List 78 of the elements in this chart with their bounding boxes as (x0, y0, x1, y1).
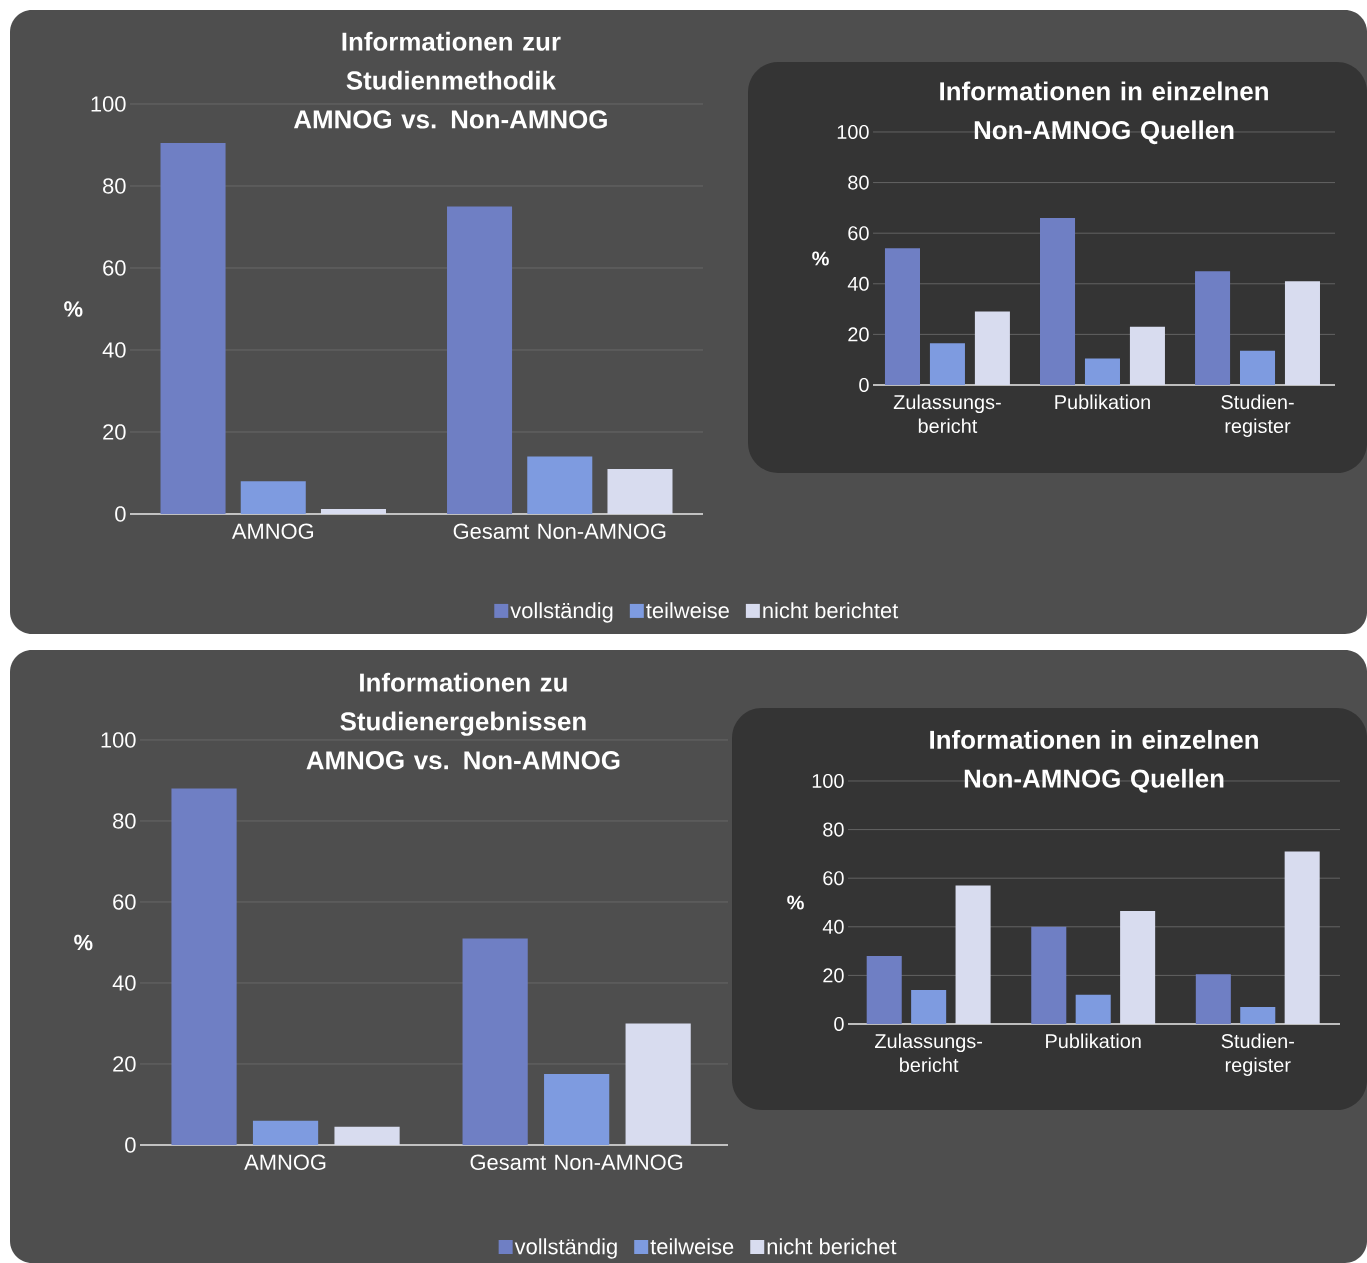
y-tick-label: 20 (113, 1056, 136, 1072)
y-tick-label: 40 (847, 276, 869, 291)
y-tick-label: 40 (112, 975, 136, 991)
bar (240, 481, 306, 514)
chart-title: Informationen zur Studienmethodik AMNOG vs. Non-AMNOG (293, 31, 607, 129)
bar (252, 1120, 319, 1145)
y-axis-title: % (74, 934, 93, 951)
y-tick-label: 100 (837, 124, 869, 140)
chart-title: Informationen in einzelnen Non-AMNOG Quellen (940, 81, 1268, 145)
x-tick-label: Studien-register (1221, 1033, 1294, 1077)
y-tick-label: 0 (115, 506, 126, 522)
chart-title: Informationen zu Studienergebnissen AMNOG vs. Non-AMNOG (306, 672, 620, 770)
bar (1075, 994, 1111, 1024)
bar (955, 885, 991, 1024)
bar (974, 311, 1010, 385)
y-tick-label: 0 (125, 1137, 136, 1153)
bar (1284, 281, 1320, 385)
bar (1040, 218, 1076, 385)
y-tick-label: 100 (101, 732, 136, 748)
bar (160, 142, 226, 514)
bar (866, 955, 902, 1024)
bar (911, 989, 947, 1024)
y-tick-label: 60 (103, 260, 126, 276)
x-tick-label: Publikation (1055, 394, 1150, 410)
bar (884, 248, 920, 385)
bar (544, 1074, 610, 1145)
bar (1120, 911, 1156, 1024)
chart-title: Informationen in einzelnen Non-AMNOG Quellen (930, 729, 1258, 793)
x-tick-label: Gesamt Non-AMNOG (470, 1154, 683, 1171)
bar (462, 938, 528, 1145)
bar (1240, 1006, 1276, 1024)
bar (1031, 926, 1067, 1024)
y-tick-label: 80 (103, 178, 126, 194)
bar (625, 1023, 691, 1145)
bar (607, 468, 673, 514)
x-tick-label: Zulassungs-bericht (875, 1033, 983, 1073)
y-tick-label: 20 (848, 327, 869, 342)
y-tick-label: 80 (113, 813, 136, 829)
y-tick-label: 80 (848, 175, 869, 190)
y-tick-label: 20 (103, 424, 126, 440)
y-tick-label: 20 (823, 968, 844, 983)
x-tick-label: AMNOG (244, 1154, 326, 1171)
legend-label: teilweise (646, 602, 729, 619)
legend-label: vollständig (514, 1238, 617, 1259)
y-tick-label: 100 (91, 96, 126, 112)
bar (929, 343, 965, 385)
x-tick-label: Gesamt Non-AMNOG (453, 523, 666, 540)
bar (1195, 974, 1231, 1024)
legend-label: vollständig (510, 602, 613, 623)
bar (334, 1126, 400, 1145)
y-axis-title: % (64, 301, 83, 317)
y-tick-label: 40 (822, 919, 844, 934)
x-tick-label: Studien-register (1221, 394, 1294, 437)
bar (1284, 851, 1320, 1024)
x-tick-label: Publikation (1046, 1033, 1141, 1049)
bar (320, 509, 386, 514)
y-tick-label: 60 (113, 894, 136, 910)
legend-label: nicht berichet (767, 1238, 897, 1255)
y-tick-label: 80 (823, 822, 844, 837)
bar (1195, 271, 1231, 385)
y-tick-label: 40 (102, 342, 126, 358)
bar (1129, 326, 1165, 385)
bar (527, 456, 593, 514)
y-tick-label: 60 (848, 226, 869, 241)
legend-label: teilweise (650, 1238, 734, 1255)
x-tick-label: AMNOG (231, 523, 314, 540)
y-axis-title: % (787, 895, 804, 910)
bar (1239, 350, 1276, 385)
x-tick-label: Zulassungs-bericht (893, 394, 1001, 434)
legend-label: nicht berichtet (763, 602, 899, 619)
y-axis-title: % (812, 251, 829, 266)
y-tick-label: 60 (823, 871, 844, 886)
y-tick-label: 0 (834, 1016, 844, 1032)
bar (447, 206, 513, 514)
bar (1084, 358, 1120, 385)
bar (171, 788, 237, 1145)
y-tick-label: 0 (859, 377, 869, 393)
y-tick-label: 100 (812, 773, 844, 789)
